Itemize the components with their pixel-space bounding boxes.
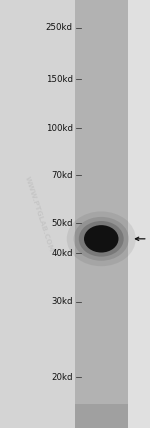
Bar — [75, 0, 128, 428]
Text: 40kd: 40kd — [51, 249, 73, 258]
Bar — [0, 0, 75, 428]
Ellipse shape — [67, 211, 136, 266]
Ellipse shape — [79, 221, 124, 257]
Text: WWW.PTGLAB.COM: WWW.PTGLAB.COM — [24, 175, 54, 253]
Ellipse shape — [84, 225, 119, 253]
Ellipse shape — [74, 217, 129, 261]
Bar — [75, 404, 128, 428]
Text: 50kd: 50kd — [51, 219, 73, 228]
Text: 30kd: 30kd — [51, 297, 73, 306]
Text: 100kd: 100kd — [46, 124, 73, 133]
Text: 20kd: 20kd — [51, 373, 73, 382]
Text: 150kd: 150kd — [46, 74, 73, 84]
Bar — [128, 0, 150, 428]
Text: 250kd: 250kd — [46, 23, 73, 33]
Text: 70kd: 70kd — [51, 171, 73, 180]
